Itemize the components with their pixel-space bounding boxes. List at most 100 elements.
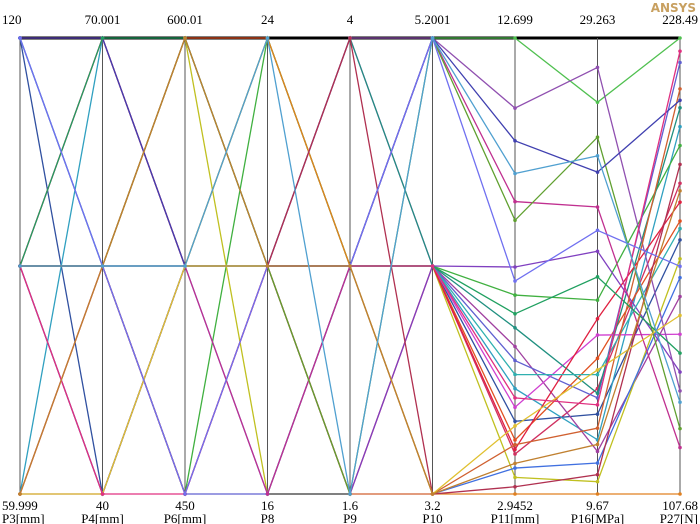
data-point (678, 256, 682, 261)
data-point (595, 479, 600, 484)
data-point (678, 294, 682, 299)
data-point (513, 36, 517, 40)
data-point (678, 389, 682, 393)
data-point (678, 426, 682, 431)
data-point (513, 484, 517, 489)
data-point (513, 358, 517, 363)
axis-min-label: 1.6 (342, 498, 359, 513)
data-point (678, 351, 682, 355)
axis-max-label: 120 (2, 12, 22, 27)
data-point (595, 298, 600, 302)
axis-name: P6[mm] (164, 511, 207, 524)
data-point (513, 293, 517, 297)
data-point (595, 372, 600, 377)
data-point (595, 426, 600, 430)
data-point (513, 419, 517, 424)
logo: ANSYS (651, 1, 696, 15)
axis-max-label: 29.263 (580, 12, 616, 27)
data-point (183, 264, 187, 268)
axis-min-label: 107.68 (662, 498, 698, 513)
data-point (595, 316, 600, 321)
data-point (513, 326, 517, 330)
axis-max-label: 4 (347, 12, 354, 27)
data-point (430, 264, 435, 268)
axis-name: P4[mm] (81, 511, 124, 524)
data-point (595, 368, 600, 372)
data-point (513, 447, 517, 452)
axis-min-label: 40 (96, 498, 109, 513)
axis-max-label: 5.2001 (415, 12, 451, 27)
data-point (18, 492, 22, 496)
data-point (183, 36, 187, 40)
data-point (513, 452, 517, 456)
data-point (595, 461, 600, 465)
data-point (678, 36, 682, 40)
data-point (595, 205, 600, 209)
axis-max-label: 70.001 (85, 12, 121, 27)
data-point (595, 135, 600, 140)
data-point (678, 332, 682, 337)
data-point (513, 405, 517, 410)
data-point (513, 311, 517, 316)
data-point (430, 36, 435, 40)
axis-max-label: 24 (261, 12, 275, 27)
data-point (678, 124, 682, 129)
data-point (678, 492, 682, 496)
data-point (595, 391, 600, 396)
axis-min-label: 59.999 (2, 498, 38, 513)
data-point (265, 264, 270, 268)
data-point (595, 403, 600, 407)
data-point (595, 449, 600, 454)
data-point (348, 264, 352, 268)
data-point (678, 400, 682, 405)
data-point (100, 264, 105, 268)
data-point (678, 370, 682, 374)
data-point (678, 313, 682, 318)
data-point (513, 279, 517, 283)
data-point (678, 275, 682, 280)
data-point (513, 265, 517, 269)
axis-min-label: 9.67 (586, 498, 609, 513)
axis-max-label: 12.699 (497, 12, 533, 27)
data-point (348, 492, 352, 496)
data-point (18, 264, 22, 268)
data-point (595, 228, 600, 233)
data-point (678, 181, 682, 186)
axis-name: P8 (261, 511, 275, 524)
data-point (678, 60, 682, 65)
axis-min-label: 2.9452 (497, 498, 533, 513)
data-point (513, 199, 517, 204)
data-point (513, 438, 517, 442)
data-point (595, 100, 600, 105)
data-point (678, 264, 682, 269)
data-point (513, 492, 517, 496)
data-point (678, 162, 682, 167)
data-point (595, 356, 600, 361)
data-point (678, 238, 682, 242)
data-point (513, 466, 517, 470)
data-point (348, 36, 352, 40)
data-point (513, 372, 517, 377)
axis-max-label: 228.49 (662, 12, 698, 27)
data-point (513, 139, 517, 143)
data-point (595, 154, 600, 158)
axis-name: P3[mm] (2, 511, 45, 524)
axis-max-label: 600.01 (167, 12, 203, 27)
axis-min-label: 3.2 (424, 498, 440, 513)
axis-min-label: 16 (261, 498, 275, 513)
data-point (100, 36, 105, 40)
data-point (595, 170, 600, 174)
data-point (183, 492, 187, 496)
data-point (595, 472, 600, 477)
data-point (595, 442, 600, 447)
data-point (18, 36, 22, 40)
data-point (513, 106, 517, 110)
data-point (513, 386, 517, 391)
data-point (678, 226, 682, 231)
axis-name: P9 (343, 511, 357, 524)
axis-min-label: 450 (175, 498, 195, 513)
data-point (513, 442, 517, 447)
data-point (678, 98, 682, 103)
data-point (513, 344, 517, 349)
